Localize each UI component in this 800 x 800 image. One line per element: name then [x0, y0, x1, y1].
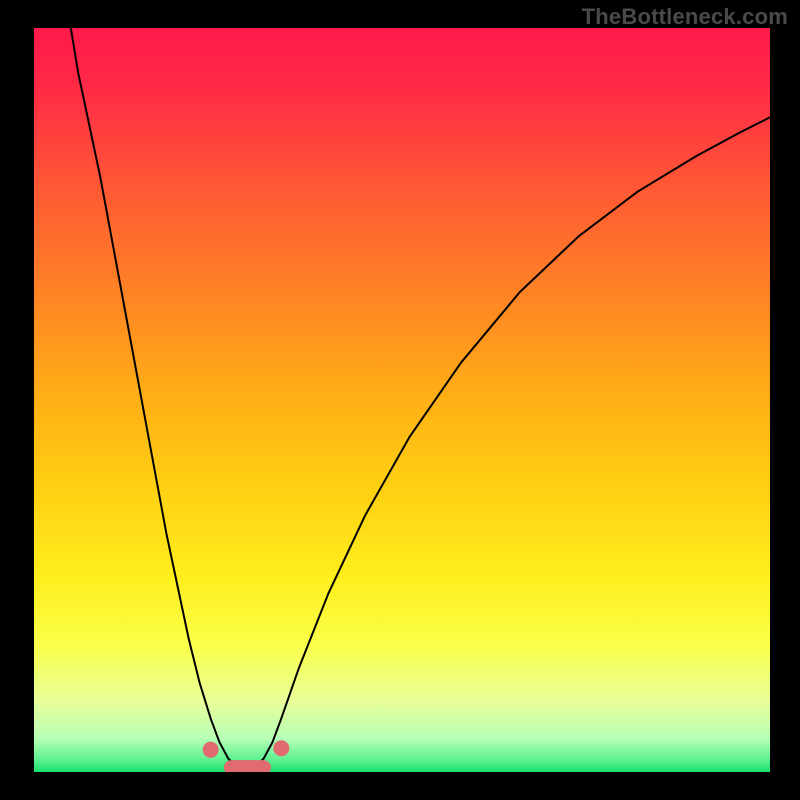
curve-minimum-dot-1 [273, 740, 289, 756]
plot-overlay [34, 28, 770, 772]
bottleneck-curve-plot [34, 28, 770, 772]
curve-minimum-capsule [224, 760, 271, 772]
bottleneck-curve-right [246, 117, 770, 771]
curve-minimum-dot-0 [203, 742, 219, 758]
stage: TheBottleneck.com [0, 0, 800, 800]
bottleneck-curve-left [71, 28, 246, 771]
watermark-text: TheBottleneck.com [582, 4, 788, 30]
